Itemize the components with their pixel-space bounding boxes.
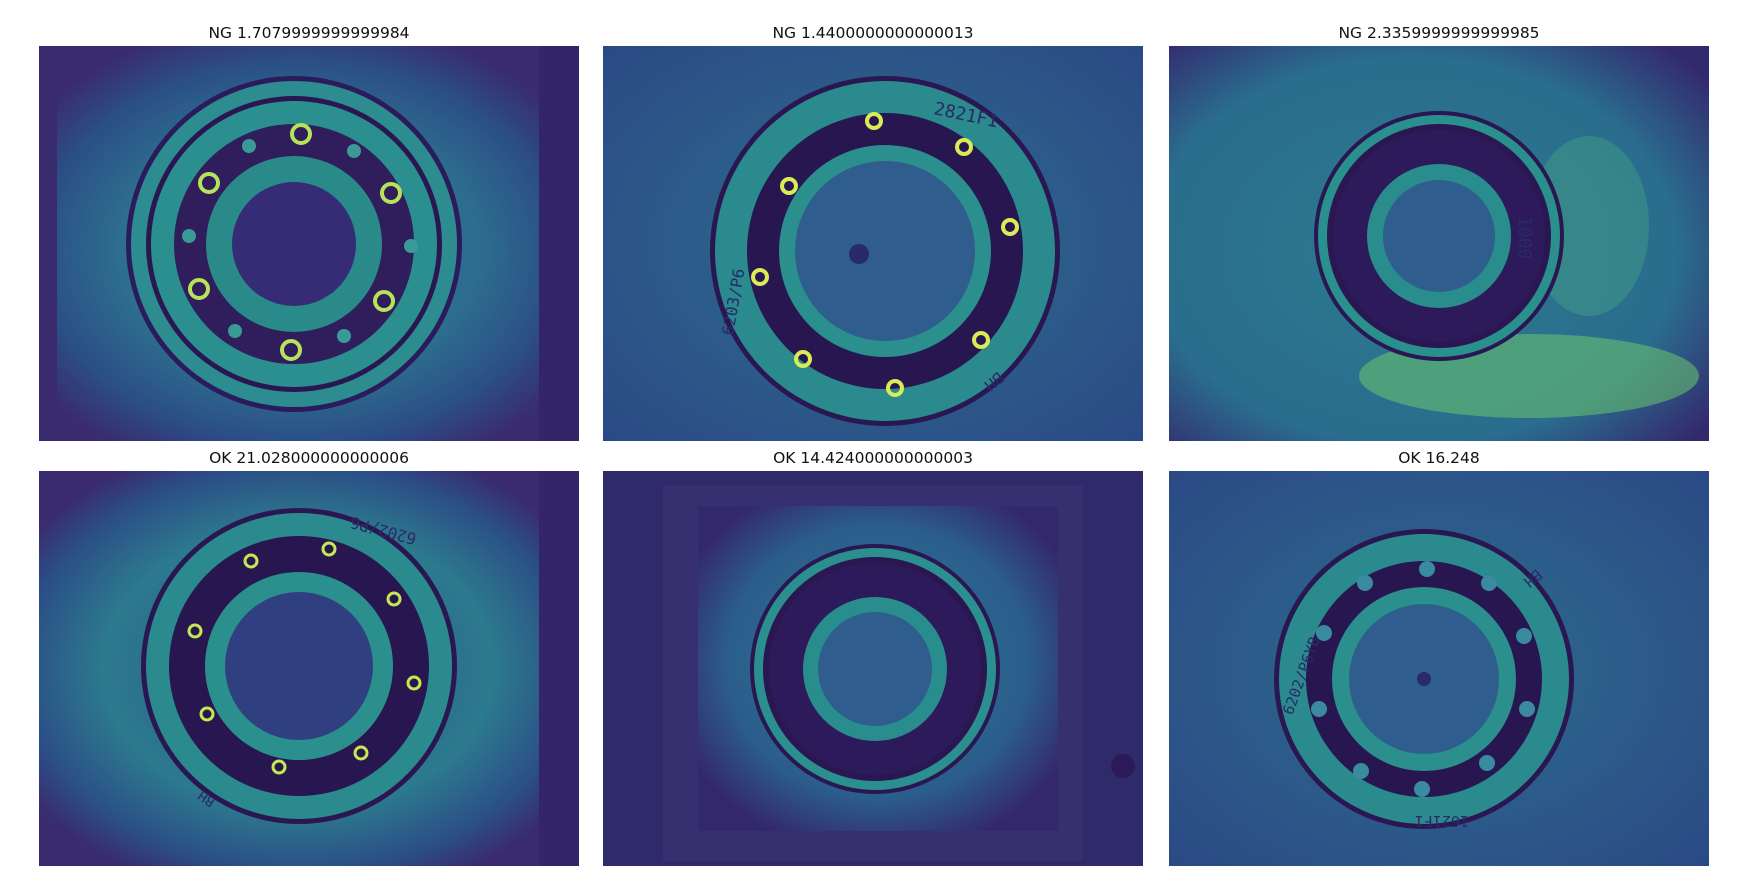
bearing-image: 6202/P6 BH — [39, 471, 579, 866]
bearing-image — [603, 471, 1143, 866]
bearing-image: 6202/P6YB BH 1621F1 — [1169, 471, 1709, 866]
panel-ok-1: OK 21.028000000000006 6202/P6 BH — [39, 447, 579, 867]
engraving-left: BH — [196, 787, 219, 810]
panel-title: NG 2.3359999999999985 — [1338, 24, 1540, 42]
panel-title: NG 1.7079999999999984 — [208, 24, 410, 42]
panel-ng-3: NG 2.3359999999999985 1000 — [1169, 22, 1709, 442]
panel-title: OK 21.028000000000006 — [209, 449, 409, 467]
bearing-image — [39, 46, 579, 441]
bearing-image: 2821F1 6203/P6 BH — [603, 46, 1143, 441]
bearing-image: 1000 — [1169, 46, 1709, 441]
panel-title: OK 14.424000000000003 — [773, 449, 973, 467]
panel-title: NG 1.4400000000000013 — [772, 24, 974, 42]
engraving-bottom: 1621F1 — [1415, 812, 1469, 830]
panel-title: OK 16.248 — [1398, 449, 1480, 467]
panel-ng-2: NG 1.4400000000000013 2821F1 6203/P6 BH — [603, 22, 1143, 442]
panel-ok-3: OK 16.248 6202/P6YB BH 1621F1 — [1169, 447, 1709, 867]
engraving-right: 1000 — [1514, 216, 1535, 259]
panel-ok-2: OK 14.424000000000003 — [603, 447, 1143, 867]
panel-ng-1: NG 1.7079999999999984 — [39, 22, 579, 442]
